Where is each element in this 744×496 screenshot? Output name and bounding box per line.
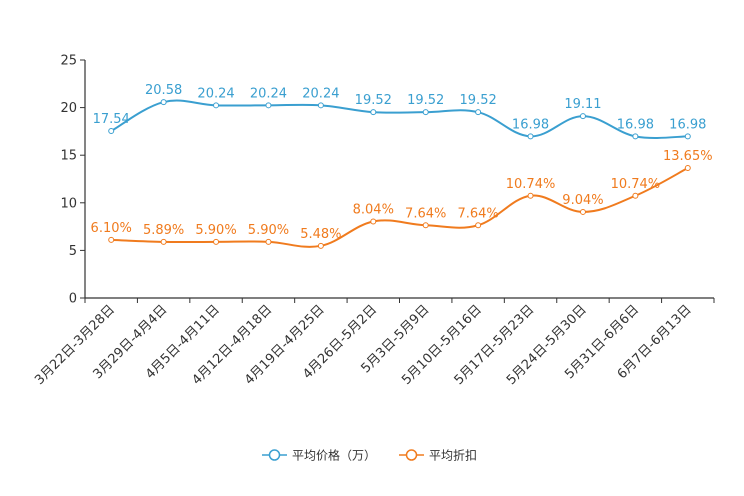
data-point[interactable] <box>317 242 324 249</box>
data-point[interactable] <box>422 222 429 229</box>
data-label: 20.58 <box>145 83 182 98</box>
data-point[interactable] <box>213 102 220 109</box>
data-point[interactable] <box>422 109 429 116</box>
y-tick-label: 10 <box>60 196 77 211</box>
data-label: 19.52 <box>355 93 392 108</box>
data-label: 7.64% <box>457 206 498 221</box>
data-label: 5.89% <box>143 223 184 238</box>
series-price: 17.54 20.58 20.24 20.24 20.24 19.52 19.52 19.52… <box>93 83 706 140</box>
data-label: 9.04% <box>562 193 603 208</box>
legend-label: 平均折扣 <box>429 448 477 463</box>
data-label: 16.98 <box>669 117 706 132</box>
data-point[interactable] <box>684 133 691 140</box>
legend-marker <box>405 449 418 461</box>
series-discount: 6.10% 5.89% 5.90% 5.90% 5.48% 8.04% 7.64% 7.64%… <box>91 149 713 249</box>
data-point[interactable] <box>579 113 586 120</box>
x-axis: 3月22日-3月28日3月29日-4月4日4月5日-4月11日4月12日-4月1… <box>32 297 715 388</box>
data-point[interactable] <box>160 238 167 245</box>
data-point[interactable] <box>160 99 167 106</box>
legend[interactable]: 平均价格（万） 平均折扣 <box>262 448 477 463</box>
series-line <box>111 167 689 248</box>
y-axis: 0 5 10 15 20 25 <box>60 54 86 307</box>
data-label: 6.10% <box>91 221 132 236</box>
data-label: 17.54 <box>93 112 130 127</box>
y-tick-label: 5 <box>69 244 77 259</box>
y-tick-label: 0 <box>69 292 77 307</box>
data-point[interactable] <box>370 218 377 225</box>
data-point[interactable] <box>579 208 586 215</box>
y-tick-label: 15 <box>60 149 77 164</box>
data-point[interactable] <box>475 222 482 229</box>
data-point[interactable] <box>108 128 115 135</box>
legend-item-discount[interactable]: 平均折扣 <box>399 448 477 463</box>
data-label: 5.90% <box>195 223 236 238</box>
series-line <box>110 99 688 139</box>
data-point[interactable] <box>632 133 639 140</box>
data-point[interactable] <box>370 109 377 116</box>
data-label: 16.98 <box>617 117 654 132</box>
data-point[interactable] <box>108 236 115 243</box>
data-point[interactable] <box>213 238 220 245</box>
data-label: 19.52 <box>407 93 444 108</box>
data-label: 13.65% <box>663 149 713 164</box>
data-point[interactable] <box>317 102 324 109</box>
data-label: 10.74% <box>611 177 661 192</box>
data-label: 5.90% <box>248 223 289 238</box>
data-point[interactable] <box>265 102 272 109</box>
data-label: 19.11 <box>564 97 601 112</box>
data-label: 20.24 <box>302 86 339 101</box>
legend-marker <box>268 449 281 461</box>
data-label: 19.52 <box>460 93 497 108</box>
data-point[interactable] <box>475 109 482 116</box>
y-tick-label: 25 <box>60 54 77 69</box>
data-label: 7.64% <box>405 206 446 221</box>
data-point[interactable] <box>632 192 639 199</box>
data-label: 20.24 <box>250 86 287 101</box>
data-label: 8.04% <box>353 202 394 217</box>
data-point[interactable] <box>265 238 272 245</box>
series-layer: 17.54 20.58 20.24 20.24 20.24 19.52 19.52 19.52… <box>91 83 713 249</box>
data-point[interactable] <box>527 192 534 199</box>
y-tick-label: 20 <box>60 101 77 116</box>
data-label: 20.24 <box>197 86 234 101</box>
data-label: 10.74% <box>506 177 556 192</box>
legend-item-price[interactable]: 平均价格（万） <box>262 448 376 463</box>
data-point[interactable] <box>527 133 534 140</box>
data-label: 16.98 <box>512 117 549 132</box>
legend-label: 平均价格（万） <box>292 448 376 463</box>
data-label: 5.48% <box>300 227 341 242</box>
data-point[interactable] <box>684 165 691 172</box>
